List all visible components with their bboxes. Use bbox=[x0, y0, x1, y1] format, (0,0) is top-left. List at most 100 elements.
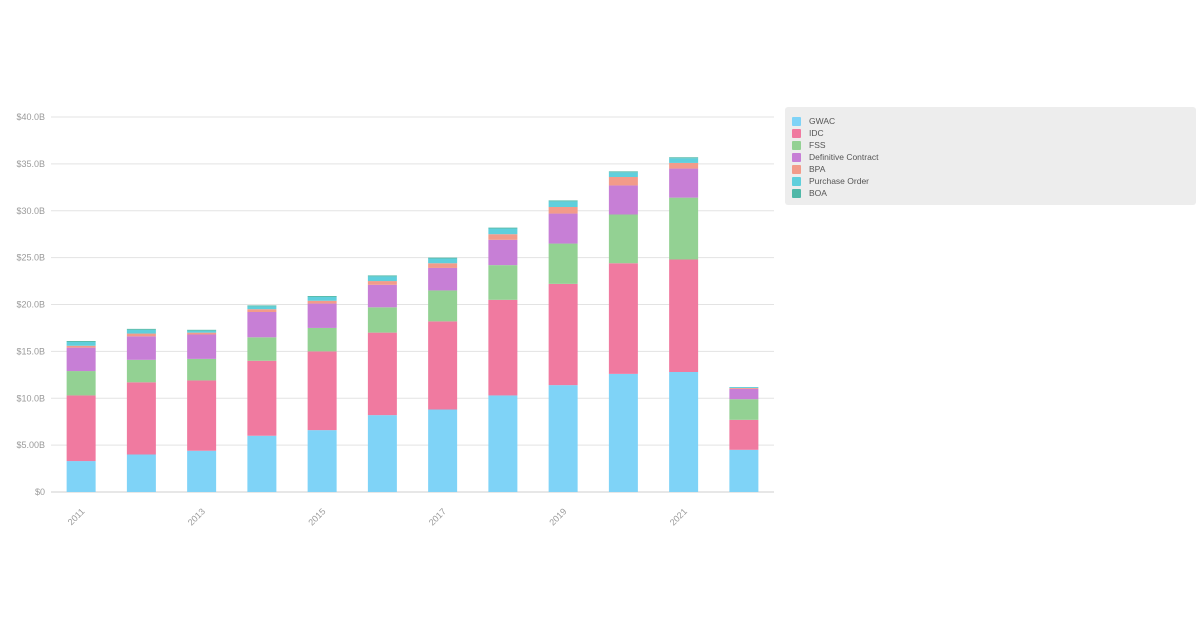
bar-segment-gwac-2022[interactable] bbox=[729, 449, 759, 492]
bar-segment-gwac-2014[interactable] bbox=[247, 435, 277, 492]
bar-segment-gwac-2012[interactable] bbox=[126, 454, 156, 493]
bar-segment-idc-2017[interactable] bbox=[428, 321, 458, 410]
legend-item-fss[interactable]: FSS bbox=[792, 139, 1196, 151]
bar-segment-definitive-contract-2015[interactable] bbox=[307, 303, 337, 328]
legend-item-definitive-contract[interactable]: Definitive Contract bbox=[792, 151, 1196, 163]
bar-segment-definitive-contract-2014[interactable] bbox=[247, 312, 277, 338]
bar-segment-purchase-order-2020[interactable] bbox=[608, 172, 638, 177]
bar-segment-purchase-order-2019[interactable] bbox=[548, 201, 578, 207]
bar-segment-purchase-order-2015[interactable] bbox=[307, 297, 337, 301]
y-tick-label: $15.0B bbox=[16, 346, 45, 356]
bar-segment-purchase-order-2022[interactable] bbox=[729, 387, 759, 388]
bar-segment-purchase-order-2018[interactable] bbox=[488, 228, 518, 235]
bar-segment-boa-2014[interactable] bbox=[247, 305, 277, 307]
bar-segment-purchase-order-2017[interactable] bbox=[428, 258, 458, 264]
bar-segment-gwac-2016[interactable] bbox=[367, 415, 397, 493]
bar-segment-boa-2011[interactable] bbox=[66, 341, 96, 342]
bar-segment-fss-2019[interactable] bbox=[548, 243, 578, 284]
legend-item-boa[interactable]: BOA bbox=[792, 187, 1196, 199]
bar-segment-bpa-2022[interactable] bbox=[729, 387, 759, 389]
bar-segment-fss-2012[interactable] bbox=[126, 359, 156, 383]
bar-segment-definitive-contract-2013[interactable] bbox=[187, 334, 217, 359]
bar-segment-gwac-2013[interactable] bbox=[187, 450, 217, 492]
bar-segment-boa-2019[interactable] bbox=[548, 200, 578, 202]
bar-segment-gwac-2015[interactable] bbox=[307, 430, 337, 493]
bar-segment-fss-2022[interactable] bbox=[729, 399, 759, 420]
bar-segment-idc-2020[interactable] bbox=[608, 263, 638, 374]
bar-segment-idc-2015[interactable] bbox=[307, 351, 337, 431]
bar-segment-idc-2019[interactable] bbox=[548, 283, 578, 386]
bar-segment-definitive-contract-2011[interactable] bbox=[66, 347, 96, 372]
bar-segment-boa-2018[interactable] bbox=[488, 227, 518, 229]
bar-segment-gwac-2017[interactable] bbox=[428, 409, 458, 493]
bar-segment-gwac-2011[interactable] bbox=[66, 461, 96, 492]
legend-item-purchase-order[interactable]: Purchase Order bbox=[792, 175, 1196, 187]
bar-segment-idc-2021[interactable] bbox=[669, 259, 699, 373]
bar-segment-definitive-contract-2018[interactable] bbox=[488, 239, 518, 266]
bar-segment-bpa-2020[interactable] bbox=[608, 177, 638, 186]
bar-segment-bpa-2019[interactable] bbox=[548, 207, 578, 214]
bar-segment-idc-2016[interactable] bbox=[367, 332, 397, 416]
bar-segment-idc-2018[interactable] bbox=[488, 299, 518, 396]
bar-segment-bpa-2011[interactable] bbox=[66, 345, 96, 348]
y-tick-label: $40.0B bbox=[16, 112, 45, 122]
legend-item-gwac[interactable]: GWAC bbox=[792, 115, 1196, 127]
bar-segment-fss-2017[interactable] bbox=[428, 290, 458, 322]
x-tick-label: 2011 bbox=[66, 506, 87, 527]
bar-segment-boa-2017[interactable] bbox=[428, 257, 458, 259]
bar-segment-idc-2022[interactable] bbox=[729, 419, 759, 450]
y-tick-label: $5.00B bbox=[16, 440, 45, 450]
legend-label: GWAC bbox=[809, 116, 836, 126]
bar-segment-purchase-order-2014[interactable] bbox=[247, 306, 277, 310]
bar-segment-idc-2014[interactable] bbox=[247, 360, 277, 436]
bar-segment-bpa-2017[interactable] bbox=[428, 263, 458, 268]
bar-segment-bpa-2014[interactable] bbox=[247, 309, 277, 312]
legend-item-idc[interactable]: IDC bbox=[792, 127, 1196, 139]
bar-segment-definitive-contract-2012[interactable] bbox=[126, 336, 156, 360]
bar-segment-gwac-2019[interactable] bbox=[548, 385, 578, 493]
bar-segment-bpa-2013[interactable] bbox=[187, 332, 217, 335]
bar-segment-boa-2012[interactable] bbox=[126, 328, 156, 330]
bar-segment-boa-2020[interactable] bbox=[608, 171, 638, 173]
legend-label: FSS bbox=[809, 140, 826, 150]
x-tick-label: 2017 bbox=[427, 506, 448, 527]
bar-segment-definitive-contract-2021[interactable] bbox=[669, 168, 699, 198]
bar-segment-definitive-contract-2022[interactable] bbox=[729, 388, 759, 400]
bar-segment-purchase-order-2012[interactable] bbox=[126, 329, 156, 334]
legend-item-bpa[interactable]: BPA bbox=[792, 163, 1196, 175]
y-tick-label: $35.0B bbox=[16, 159, 45, 169]
bar-segment-definitive-contract-2016[interactable] bbox=[367, 284, 397, 308]
bar-segment-boa-2016[interactable] bbox=[367, 275, 397, 277]
bar-segment-boa-2013[interactable] bbox=[187, 329, 217, 331]
bar-segment-fss-2016[interactable] bbox=[367, 307, 397, 333]
bar-segment-purchase-order-2021[interactable] bbox=[669, 158, 699, 163]
bar-segment-idc-2013[interactable] bbox=[187, 380, 217, 451]
bar-segment-idc-2011[interactable] bbox=[66, 395, 96, 462]
bar-segment-bpa-2018[interactable] bbox=[488, 234, 518, 240]
bar-segment-bpa-2015[interactable] bbox=[307, 300, 337, 304]
bar-segment-definitive-contract-2020[interactable] bbox=[608, 185, 638, 215]
bar-segment-purchase-order-2016[interactable] bbox=[367, 276, 397, 282]
bar-segment-fss-2014[interactable] bbox=[247, 337, 277, 361]
bar-segment-bpa-2016[interactable] bbox=[367, 281, 397, 285]
bar-segment-fss-2011[interactable] bbox=[66, 371, 96, 396]
bar-segment-bpa-2012[interactable] bbox=[126, 333, 156, 337]
legend-swatch bbox=[792, 140, 801, 150]
bar-segment-idc-2012[interactable] bbox=[126, 382, 156, 455]
bar-segment-gwac-2018[interactable] bbox=[488, 395, 518, 492]
bar-segment-boa-2021[interactable] bbox=[669, 157, 699, 159]
bar-segment-definitive-contract-2017[interactable] bbox=[428, 267, 458, 291]
bar-segment-purchase-order-2011[interactable] bbox=[66, 342, 96, 346]
bar-segment-fss-2015[interactable] bbox=[307, 327, 337, 352]
bar-segment-definitive-contract-2019[interactable] bbox=[548, 213, 578, 244]
bar-segment-fss-2018[interactable] bbox=[488, 265, 518, 300]
bar-segment-fss-2013[interactable] bbox=[187, 358, 217, 381]
bar-segment-fss-2021[interactable] bbox=[669, 197, 699, 260]
bar-segment-bpa-2021[interactable] bbox=[669, 162, 699, 169]
bar-segment-fss-2020[interactable] bbox=[608, 214, 638, 264]
bar-segment-gwac-2021[interactable] bbox=[669, 372, 699, 492]
bar-segment-purchase-order-2013[interactable] bbox=[187, 330, 217, 333]
bar-segment-gwac-2020[interactable] bbox=[608, 373, 638, 493]
x-tick-label: 2015 bbox=[306, 506, 327, 527]
bar-segment-boa-2015[interactable] bbox=[307, 296, 337, 297]
